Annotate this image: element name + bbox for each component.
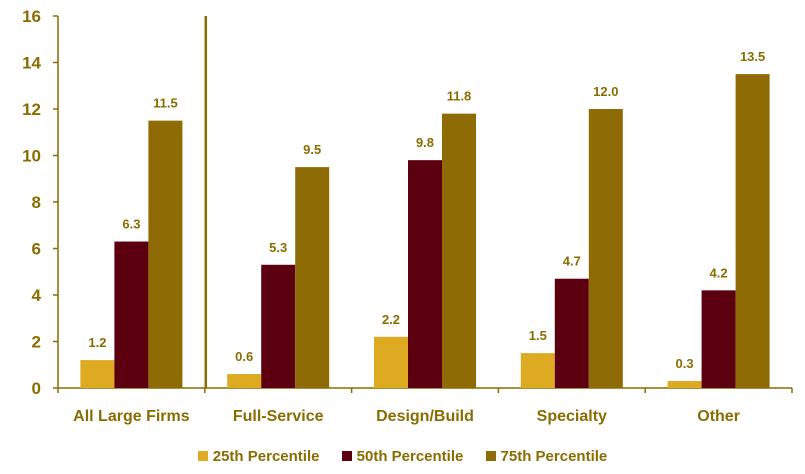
- data-label: 11.8: [447, 89, 472, 104]
- y-tick-label: 6: [32, 240, 41, 259]
- y-tick-label: 12: [22, 100, 41, 119]
- bar: [261, 264, 296, 388]
- y-tick-label: 4: [32, 286, 42, 305]
- bar: [408, 160, 442, 388]
- data-label: 9.5: [303, 142, 321, 157]
- legend-swatch-75th: [485, 451, 496, 461]
- legend-item-25th: 25th Percentile: [197, 448, 320, 465]
- y-tick-label: 10: [22, 147, 41, 166]
- data-label: 12.0: [593, 84, 618, 99]
- data-label: 13.5: [740, 49, 765, 64]
- legend-label-50th: 50th Percentile: [356, 448, 464, 465]
- data-label: 0.3: [676, 356, 694, 371]
- legend-label-25th: 25th Percentile: [212, 448, 320, 465]
- bars: [80, 74, 770, 389]
- data-labels: 1.2 6.3 11.5 0.6 5.3 9.5 2.2 9.8 11.8 1.5 4.7 12.0 0…: [88, 49, 765, 371]
- bar: [588, 109, 623, 388]
- bar: [227, 374, 262, 388]
- bar: [374, 336, 408, 388]
- y-tick-label: 0: [32, 379, 41, 398]
- legend: 25th Percentile 50th Percentile 75th Per…: [0, 448, 805, 465]
- bar: [520, 353, 555, 388]
- bar: [701, 290, 736, 388]
- y-tick-label: 2: [32, 333, 41, 352]
- y-tick-label: 14: [22, 54, 41, 73]
- data-label: 11.5: [153, 96, 178, 111]
- bar: [295, 167, 330, 388]
- bar: [442, 113, 476, 389]
- legend-item-75th: 75th Percentile: [485, 448, 608, 465]
- data-label: 2.2: [382, 312, 400, 327]
- x-category-label: Design/Build: [376, 408, 474, 425]
- bar: [554, 278, 589, 388]
- legend-swatch-50th: [341, 451, 352, 461]
- data-label: 0.6: [235, 349, 253, 364]
- x-category-label: Full-Service: [233, 408, 324, 425]
- x-category-label: Other: [697, 408, 740, 425]
- x-category-label: Specialty: [537, 408, 607, 425]
- data-label: 6.3: [122, 217, 140, 232]
- axes: 0 2 4 6 8 10 12 14 16 All Large Firms Full-Service…: [22, 7, 793, 425]
- bar: [148, 120, 183, 388]
- data-label: 9.8: [416, 135, 434, 150]
- data-label: 5.3: [269, 240, 287, 255]
- bar: [667, 381, 702, 388]
- data-label: 1.5: [529, 328, 547, 343]
- bar: [114, 241, 149, 388]
- data-label: 1.2: [88, 335, 106, 350]
- bar: [735, 74, 770, 388]
- bar-chart: 0 2 4 6 8 10 12 14 16 All Large Firms Full-Service…: [22, 7, 793, 425]
- legend-label-75th: 75th Percentile: [500, 448, 608, 465]
- data-label: 4.2: [710, 265, 728, 280]
- y-tick-label: 16: [22, 7, 41, 26]
- bar: [80, 360, 115, 388]
- data-label: 4.7: [563, 254, 581, 269]
- legend-item-50th: 50th Percentile: [341, 448, 464, 465]
- legend-swatch-25th: [197, 451, 208, 461]
- x-category-label: All Large Firms: [73, 408, 190, 425]
- y-tick-label: 8: [32, 193, 41, 212]
